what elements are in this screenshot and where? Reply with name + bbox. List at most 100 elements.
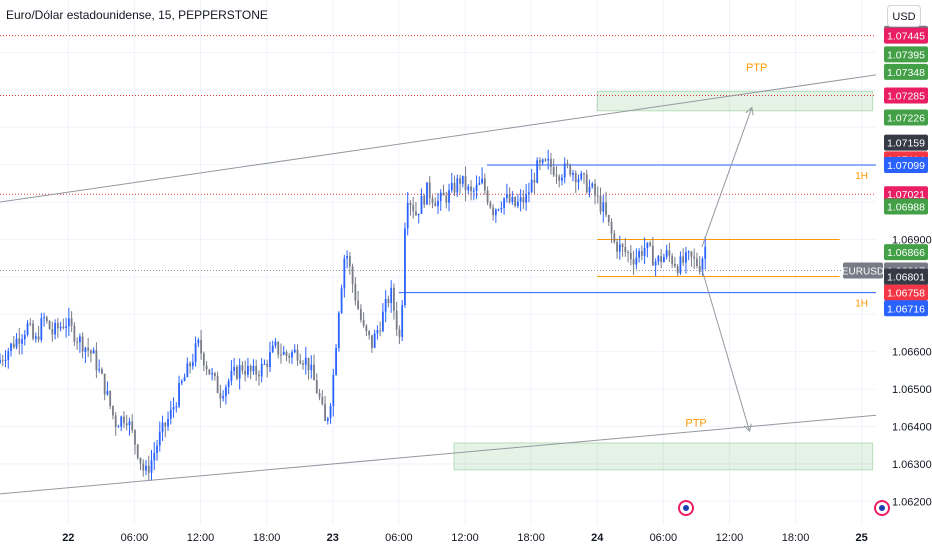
candle-body bbox=[310, 364, 313, 371]
us-flag-event-icon[interactable] bbox=[678, 500, 694, 516]
price-label: 1.07445 bbox=[887, 31, 925, 43]
candle-body bbox=[153, 452, 156, 461]
candle-body bbox=[605, 202, 607, 215]
candle-body bbox=[591, 183, 594, 187]
candle-body bbox=[346, 256, 348, 259]
candle-body bbox=[539, 160, 541, 163]
candle-body bbox=[406, 202, 409, 229]
candle-body bbox=[660, 256, 663, 263]
candle-body bbox=[635, 257, 638, 265]
candle-body bbox=[599, 195, 602, 212]
candle-body bbox=[354, 284, 357, 301]
candle-body bbox=[671, 255, 674, 264]
candle-body bbox=[293, 349, 296, 353]
target-label: PTP bbox=[746, 62, 767, 74]
candle-body bbox=[580, 173, 583, 180]
y-tick-label: 1.06600 bbox=[892, 347, 932, 359]
x-tick-label: 12:00 bbox=[451, 532, 479, 544]
candle-body bbox=[299, 360, 302, 364]
candle-body bbox=[318, 393, 321, 397]
candle-body bbox=[233, 366, 236, 371]
candle-body bbox=[690, 251, 693, 257]
candle-body bbox=[76, 341, 79, 343]
candle-body bbox=[178, 383, 180, 407]
candle-body bbox=[404, 228, 406, 306]
candle-body bbox=[616, 242, 618, 252]
candle-body bbox=[337, 312, 340, 348]
candle-body bbox=[382, 311, 384, 332]
candle-body bbox=[453, 182, 456, 193]
candle-body bbox=[596, 195, 599, 197]
candle-body bbox=[205, 365, 208, 370]
candle-body bbox=[227, 380, 230, 388]
candle-body bbox=[244, 370, 247, 375]
price-label: 1.06758 bbox=[887, 288, 925, 300]
currency-button[interactable]: USD bbox=[887, 5, 921, 27]
price-label-bg bbox=[884, 87, 928, 104]
x-tick-label: 18:00 bbox=[517, 532, 545, 544]
candle-body bbox=[470, 186, 472, 192]
candle-body bbox=[431, 198, 434, 203]
price-label: 1.06988 bbox=[887, 202, 925, 214]
candle-body bbox=[558, 176, 561, 181]
candle-body bbox=[186, 363, 189, 378]
candle-body bbox=[230, 370, 233, 381]
candle-body bbox=[368, 331, 371, 336]
candle-body bbox=[583, 173, 585, 175]
candle-body bbox=[43, 317, 45, 319]
candle-body bbox=[1, 359, 4, 361]
candle-body bbox=[224, 387, 227, 397]
candle-body bbox=[511, 197, 514, 203]
y-tick-label: 1.06500 bbox=[892, 384, 932, 396]
candle-body bbox=[40, 318, 43, 340]
price-label-bg bbox=[884, 300, 928, 317]
candle-body bbox=[505, 194, 508, 199]
x-tick-label: 24 bbox=[591, 532, 604, 544]
candle-body bbox=[54, 322, 56, 335]
candle-body bbox=[117, 426, 120, 428]
candle-body bbox=[67, 318, 70, 327]
timeframe-label: 1H bbox=[855, 171, 868, 182]
y-tick-label: 1.06900 bbox=[892, 234, 932, 246]
price-label-bg bbox=[884, 134, 928, 151]
candle-body bbox=[84, 347, 87, 352]
candle-body bbox=[260, 364, 263, 377]
candle-body bbox=[255, 365, 258, 375]
symbol-tag: EURUSD bbox=[842, 267, 884, 278]
timeframe-label: 1H bbox=[855, 299, 868, 310]
candle-body bbox=[81, 336, 84, 352]
candle-body bbox=[569, 164, 572, 175]
price-label-bg bbox=[884, 63, 928, 80]
candle-body bbox=[646, 242, 649, 249]
price-label-bg bbox=[884, 27, 928, 44]
us-flag-event-icon[interactable] bbox=[874, 500, 890, 516]
candle-body bbox=[128, 421, 131, 426]
candle-body bbox=[585, 174, 588, 193]
candle-body bbox=[398, 329, 401, 337]
y-tick-label: 1.06300 bbox=[892, 459, 932, 471]
candle-body bbox=[145, 465, 147, 471]
candle-body bbox=[106, 390, 109, 395]
candle-body bbox=[238, 365, 241, 379]
candle-body bbox=[547, 158, 550, 161]
candle-body bbox=[18, 338, 21, 344]
candle-body bbox=[494, 209, 497, 216]
candle-body bbox=[544, 159, 547, 161]
candle-body bbox=[602, 202, 605, 212]
price-label: 1.06866 bbox=[887, 247, 925, 259]
candle-body bbox=[550, 158, 552, 168]
candle-body bbox=[500, 207, 503, 210]
candle-body bbox=[340, 288, 343, 313]
candle-body bbox=[134, 430, 136, 445]
candle-body bbox=[315, 380, 318, 394]
candle-body bbox=[131, 421, 134, 431]
candle-body bbox=[329, 405, 332, 419]
x-tick-label: 18:00 bbox=[253, 532, 281, 544]
candle-body bbox=[516, 201, 519, 207]
candle-body bbox=[15, 338, 18, 348]
candle-body bbox=[365, 325, 368, 332]
price-label: 1.07285 bbox=[887, 90, 925, 102]
candle-body bbox=[674, 263, 676, 267]
